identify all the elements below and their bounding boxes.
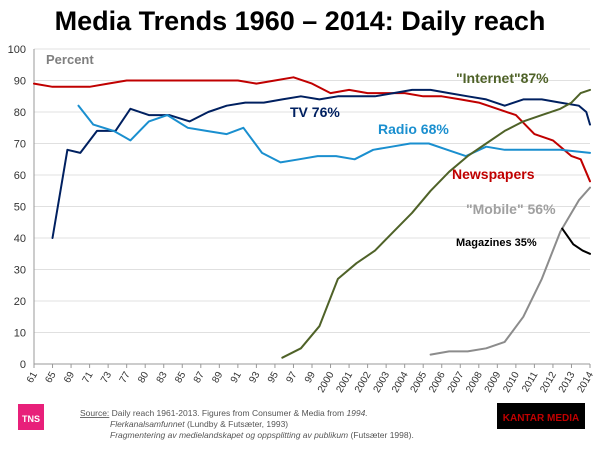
source-line2: (Lundby & Futsæter, 1993) bbox=[185, 419, 289, 429]
y-tick-labels: 0 10 20 30 40 50 60 70 80 90 100 bbox=[8, 44, 26, 371]
x-tick-label: 2014 bbox=[575, 370, 596, 395]
y-tick-label: 50 bbox=[14, 202, 26, 214]
y-tick-label: 0 bbox=[20, 359, 26, 371]
x-tick-label: 95 bbox=[266, 370, 281, 386]
kantar-logo-text: KANTAR MEDIA bbox=[503, 413, 579, 424]
x-tick-label: 71 bbox=[81, 370, 96, 386]
x-tick-label: 2001 bbox=[334, 370, 355, 395]
x-tick-label: 89 bbox=[210, 370, 225, 386]
y-tick-label: 20 bbox=[14, 296, 26, 308]
x-tick-labels: 61 65 69 71 73 77 80 83 85 87 89 91 93 95 97 9920002001… bbox=[25, 364, 596, 395]
x-tick-label: 65 bbox=[44, 370, 59, 386]
y-tick-label: 90 bbox=[14, 76, 26, 88]
x-tick-label: 73 bbox=[99, 370, 114, 386]
series-label: Newspapers bbox=[452, 166, 535, 182]
series-line-3 bbox=[281, 88, 591, 359]
x-tick-label: 2003 bbox=[372, 370, 393, 395]
x-tick-label: 2011 bbox=[520, 370, 540, 395]
y-tick-label: 40 bbox=[14, 233, 26, 245]
x-tick-label: 2004 bbox=[390, 370, 411, 395]
series-line-4 bbox=[429, 186, 591, 356]
x-tick-label: 80 bbox=[136, 370, 151, 386]
series-line-1 bbox=[51, 88, 591, 239]
y-tick-label: 70 bbox=[14, 139, 26, 151]
x-tick-label: 2006 bbox=[427, 370, 448, 395]
source-note: Source: Daily reach 1961-2013. Figures f… bbox=[80, 408, 414, 440]
x-tick-label: 85 bbox=[173, 370, 188, 386]
x-tick-label: 77 bbox=[118, 370, 133, 386]
x-tick-label: 69 bbox=[62, 370, 77, 386]
y-tick-label: 80 bbox=[14, 107, 26, 119]
x-tick-label: 93 bbox=[247, 370, 262, 386]
tns-logo: TNS bbox=[18, 404, 44, 430]
source-line3: (Futsæter 1998). bbox=[348, 430, 414, 440]
grid-lines bbox=[33, 48, 590, 365]
x-tick-label: 2000 bbox=[316, 370, 337, 395]
series-line-2 bbox=[77, 104, 591, 164]
source-label: Source: bbox=[80, 408, 109, 418]
x-tick-label: 61 bbox=[25, 370, 40, 386]
svg-text:Flerkanalsamfunnet (Lundby &: Flerkanalsamfunnet (Lundby & Futsæter, 1… bbox=[110, 419, 288, 429]
x-tick-label: 87 bbox=[192, 370, 207, 386]
x-tick-label: 2008 bbox=[464, 370, 485, 395]
x-tick-label: 83 bbox=[155, 370, 170, 386]
y-tick-label: 100 bbox=[8, 44, 26, 56]
series-line-5 bbox=[561, 227, 591, 255]
series-label: Magazines 35% bbox=[456, 237, 537, 249]
series-label: "Internet"87% bbox=[456, 70, 549, 86]
series-label: TV 76% bbox=[290, 104, 340, 120]
series-labels: Newspapers TV 76% Radio 68% "Internet"87% "M… bbox=[290, 70, 556, 249]
y-tick-label: 10 bbox=[14, 328, 26, 340]
svg-text:Fragmentering av medielandska: Fragmentering av medielandskapet og opps… bbox=[110, 430, 414, 440]
source-line2-italic: Flerkanalsamfunnet bbox=[110, 419, 185, 429]
chart-title: Media Trends 1960 – 2014: Daily reach bbox=[54, 6, 546, 36]
tns-logo-text: TNS bbox=[22, 414, 40, 424]
x-tick-label: 2002 bbox=[353, 370, 374, 395]
y-tick-label: 30 bbox=[14, 265, 26, 277]
x-tick-label: 99 bbox=[303, 370, 318, 386]
x-tick-label: 2005 bbox=[409, 370, 430, 395]
source-line3-italic: Fragmentering av medielandskapet og opps… bbox=[110, 430, 348, 440]
y-axis-label: Percent bbox=[46, 52, 94, 67]
y-tick-label: 60 bbox=[14, 170, 26, 182]
kantar-media-logo: KANTAR MEDIA bbox=[497, 403, 585, 429]
x-tick-label: 2009 bbox=[483, 370, 504, 395]
source-line1-italic: 1994. bbox=[346, 408, 367, 418]
x-tick-label: 2012 bbox=[538, 370, 559, 395]
x-tick-label: 2010 bbox=[501, 370, 522, 395]
series-line-0 bbox=[33, 76, 591, 183]
source-line1: Daily reach 1961-2013. Figures from Cons… bbox=[109, 408, 346, 418]
series-label: Radio 68% bbox=[378, 121, 449, 137]
x-tick-label: 91 bbox=[229, 370, 244, 386]
series-lines bbox=[33, 76, 591, 359]
x-tick-label: 2013 bbox=[557, 370, 578, 395]
x-tick-label: 97 bbox=[284, 370, 299, 386]
x-tick-label: 2007 bbox=[446, 370, 467, 395]
svg-text:Source: Daily reach 1961-2013.: Source: Daily reach 1961-2013. Figures f… bbox=[80, 408, 368, 418]
series-label: "Mobile" 56% bbox=[466, 201, 556, 217]
